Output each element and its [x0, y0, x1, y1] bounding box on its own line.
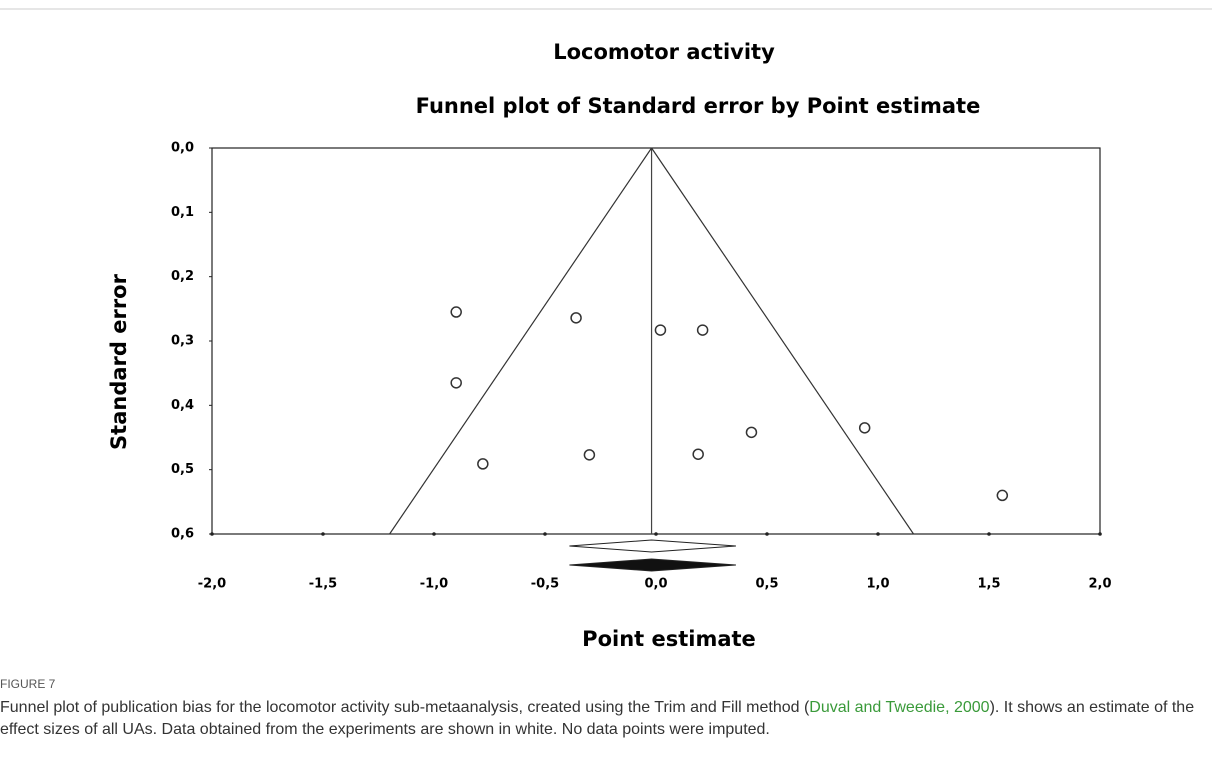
x-tick-label: 1,0	[866, 577, 889, 592]
x-tick	[432, 532, 436, 536]
citation-link[interactable]: Duval and Tweedie, 2000	[809, 699, 990, 716]
point	[858, 422, 871, 434]
x-tick	[987, 532, 991, 536]
point	[450, 306, 462, 318]
point	[696, 324, 709, 336]
y-tick-label: 0,4	[171, 398, 194, 413]
point	[477, 458, 489, 470]
chart-subtitle: Funnel plot of Standard error by Point e…	[416, 94, 981, 118]
plot-frame	[211, 147, 1101, 535]
point	[654, 324, 667, 336]
y-axis-title: Standard error	[107, 273, 131, 450]
caption-text: ). It shows an estimate of the effect si…	[0, 699, 1195, 738]
point	[450, 377, 462, 389]
summary-diamond	[569, 558, 736, 572]
caption-text: Funnel plot of publication bias for the …	[0, 699, 810, 716]
x-axis-title: Point estimate	[582, 627, 756, 651]
x-tick-label: 2,0	[1088, 577, 1111, 592]
chart: Locomotor activity Funnel plot of Standa…	[0, 8, 1212, 651]
point	[570, 312, 582, 324]
x-tick	[765, 532, 769, 536]
y-tick-label: 0,6	[171, 527, 194, 542]
x-tick	[1098, 532, 1102, 536]
x-tick-label: -1,5	[309, 577, 337, 592]
x-tick-label: -1,0	[420, 577, 448, 592]
chart-title: Locomotor activity	[553, 40, 775, 64]
x-tick	[654, 532, 658, 536]
point	[692, 448, 704, 460]
x-tick-label: 0,5	[755, 577, 778, 592]
point	[745, 426, 758, 439]
funnel-left	[389, 147, 653, 535]
x-tick-label: 1,5	[977, 577, 1000, 592]
point	[996, 489, 1009, 502]
funnel-right	[651, 147, 915, 535]
x-tick	[210, 532, 214, 536]
summary-diamond	[569, 539, 736, 553]
y-tick-label: 0,3	[171, 334, 194, 349]
y-tick-label: 0,5	[171, 462, 194, 477]
caption: Funnel plot of publication bias for the …	[0, 697, 1195, 741]
x-tick	[876, 532, 880, 536]
y-tick-label: 0,1	[171, 205, 194, 220]
x-tick-label: -0,5	[531, 577, 559, 592]
point	[583, 449, 596, 461]
x-tick	[543, 532, 547, 536]
x-tick-label: 0,0	[644, 577, 667, 592]
y-tick-label: 0,2	[171, 269, 194, 284]
x-tick-label: -2,0	[198, 577, 226, 592]
y-tick-label: 0,0	[171, 141, 194, 156]
x-tick	[321, 532, 325, 536]
figure-label: FIGURE 7	[0, 677, 56, 691]
